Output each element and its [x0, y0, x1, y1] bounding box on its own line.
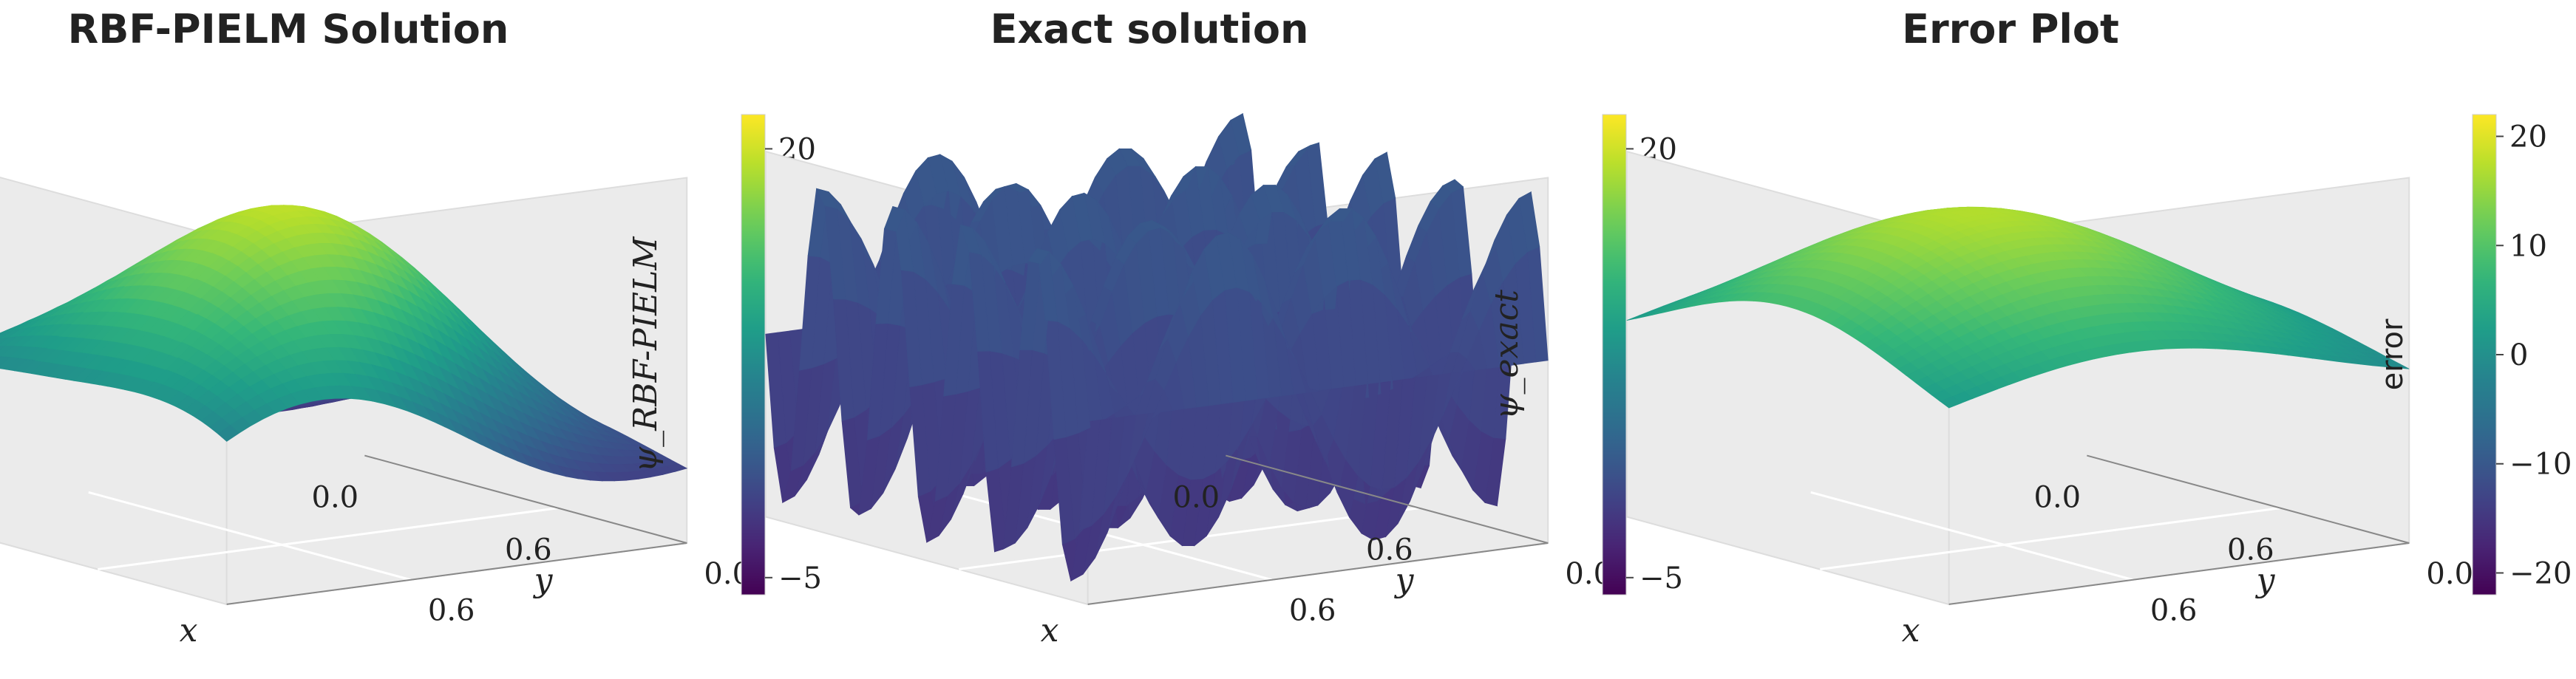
surface-patch: [1174, 166, 1197, 199]
chart-svg: 0.00.60.00.6xy−505101520ψ_exact: [764, 113, 1683, 649]
surface-patch: [1506, 197, 1528, 265]
chart-title: Error Plot: [1902, 6, 2119, 52]
gridline: [88, 491, 412, 581]
x-tick-label: 0.6: [505, 533, 552, 567]
x-axis-label: x: [1902, 612, 1920, 649]
surface-patch: [1059, 195, 1081, 253]
x-axis-line: [1226, 454, 1549, 544]
colorbar-tick-label: −20: [2509, 556, 2572, 590]
surface-patch: [217, 425, 239, 442]
gridline: [98, 507, 559, 571]
surface-patch: [1027, 248, 1050, 265]
x-tick-label: 0.0: [1173, 481, 1220, 515]
surface-patch: [1127, 223, 1149, 244]
chart-title: RBF-PIELM Solution: [67, 6, 509, 52]
chart-svg: 0.0 0.6 0.0 0.6 x y −20 −10 0 10 20 error: [1625, 114, 2572, 649]
x-axis-label: x: [180, 612, 198, 649]
surface-patch: [1319, 208, 1340, 231]
x-tick-label: 0.0: [2034, 481, 2081, 515]
chart-title: Exact solution: [990, 6, 1309, 52]
surface-patch: [982, 185, 1005, 202]
colorbar-label: error: [2376, 318, 2410, 390]
gridline: [1820, 507, 2281, 571]
x-tick-label: 0.6: [2227, 533, 2274, 567]
surface-patch: [1940, 396, 1962, 409]
x-tick-label: 0.0: [312, 481, 359, 515]
colorbar-label: ψ_RBF-PIELM: [627, 236, 665, 473]
x-axis-line: [2087, 454, 2410, 544]
y-axis-line: [1087, 542, 1549, 605]
surface-patch: [915, 157, 937, 205]
y-tick-label: 0.6: [2150, 594, 2198, 628]
surface: [0, 205, 688, 482]
surface-patch: [1218, 119, 1240, 170]
colorbar-tick-label: 0: [2509, 338, 2528, 372]
surface-patch: [1203, 235, 1226, 301]
gridline: [1810, 491, 2134, 581]
colorbar-tick-label: 20: [2509, 120, 2547, 154]
y-tick-label: 0.6: [1289, 594, 1336, 628]
y-axis-label: y: [2255, 562, 2276, 599]
colorbar-tick-label: −5: [1639, 562, 1683, 596]
colorbar-label: ψ_exact: [1488, 290, 1526, 420]
y-tick-label: 0.0: [2426, 557, 2473, 591]
y-axis-label: y: [1394, 562, 1415, 599]
chart-svg: 0.00.60.00.6xy−505101520ψ_RBF-PIELM: [0, 114, 822, 649]
colorbar-tick-label: −5: [778, 562, 822, 596]
surface: [1626, 206, 2410, 409]
panel-rbf-pielm: RBF-PIELM Solution 0.00.60.00.6xy−505101…: [0, 0, 857, 679]
surface-patch: [1285, 149, 1308, 168]
y-tick-label: 0.6: [428, 594, 475, 628]
colorbar: [2472, 114, 2497, 596]
surface-patch: [1430, 185, 1452, 209]
panel-error: Error Plot 0.0 0.6 0.0 0.6 x y −20 −10 0 10 20 erro…: [1625, 0, 2576, 679]
x-tick-label: 0.6: [1366, 533, 1413, 567]
surface-patch: [1362, 158, 1384, 216]
surface-patch: [1107, 148, 1129, 176]
surface-patch: [1251, 185, 1273, 222]
colorbar-tick-label: −10: [2509, 448, 2572, 482]
surface-patch: [765, 332, 787, 448]
surface: [765, 113, 1549, 581]
y-axis-line: [226, 542, 687, 605]
surface-patch: [0, 337, 9, 345]
y-axis-label: y: [533, 562, 554, 599]
x-axis-line: [364, 454, 687, 544]
colorbar: [741, 114, 766, 596]
panel-exact: Exact solution 0.00.60.00.6xy−505101520ψ…: [764, 0, 1719, 679]
colorbar-tick-label: 10: [2509, 229, 2547, 263]
surface-patch: [815, 188, 838, 209]
colorbar: [1602, 114, 1627, 596]
surface-patch: [959, 224, 982, 255]
surface-patch: [883, 206, 905, 232]
y-axis-line: [1948, 542, 2410, 605]
x-axis-label: x: [1041, 612, 1059, 649]
